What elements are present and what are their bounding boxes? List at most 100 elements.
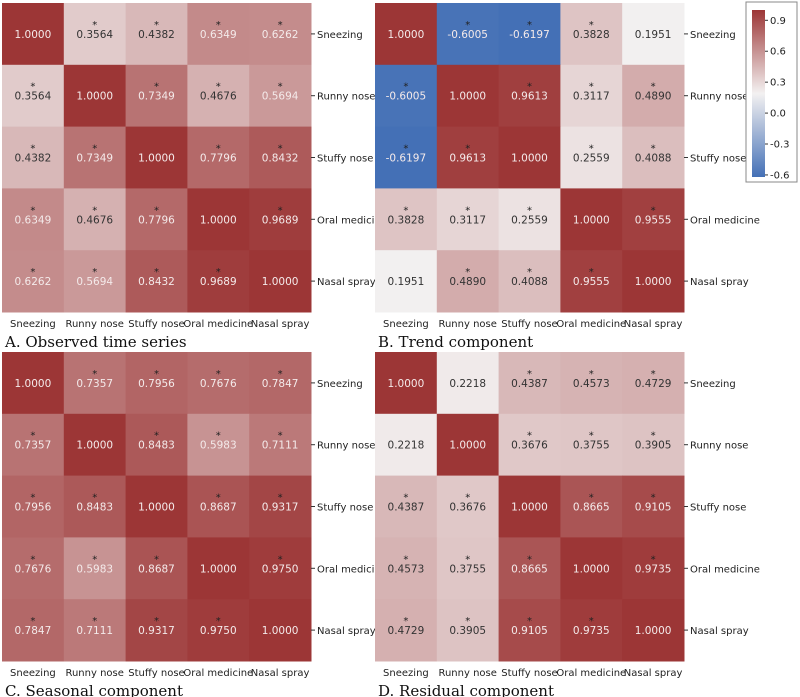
heatmap-cell xyxy=(2,250,65,313)
significance-star: * xyxy=(92,144,97,155)
cell-value: 1.0000 xyxy=(262,276,299,288)
colorbar-tick-label: 0.9 xyxy=(770,16,786,27)
heatmap-cell xyxy=(498,188,561,251)
cell-value: 0.7349 xyxy=(76,153,113,165)
significance-star: * xyxy=(589,616,594,627)
heatmap-cell xyxy=(63,352,127,415)
cell-value: 0.2559 xyxy=(511,214,548,226)
significance-star: * xyxy=(589,369,594,380)
heatmap-cell xyxy=(2,413,65,477)
cell-value: 0.8687 xyxy=(138,563,175,575)
significance-star: * xyxy=(216,616,221,627)
significance-star: * xyxy=(30,493,35,504)
heatmap-cell xyxy=(2,475,65,538)
significance-star: * xyxy=(527,82,532,93)
heatmap-cell xyxy=(63,126,127,189)
significance-star: * xyxy=(216,369,221,380)
heatmap-cell xyxy=(187,475,250,538)
cell-value: 0.6262 xyxy=(262,29,299,41)
significance-star: * xyxy=(216,431,221,442)
cell-value: 0.5694 xyxy=(76,276,113,288)
heatmap-cell xyxy=(375,250,438,313)
cell-value: 0.6349 xyxy=(15,214,52,226)
heatmap-cell xyxy=(2,352,65,415)
heatmap-cell xyxy=(63,475,127,538)
significance-star: * xyxy=(527,554,532,565)
x-tick-label: Nasal spray xyxy=(624,319,683,330)
heatmap-cell xyxy=(125,599,188,662)
significance-star: * xyxy=(651,82,656,93)
cell-value: 0.3117 xyxy=(573,91,610,103)
heatmap-cell xyxy=(249,599,312,662)
heatmap-cell xyxy=(560,126,623,189)
cell-value: 0.7111 xyxy=(76,625,113,637)
heatmap-cell xyxy=(125,475,188,538)
cell-value: 0.9105 xyxy=(635,502,672,514)
x-tick-label: Nasal spray xyxy=(251,668,310,679)
heatmap-cell xyxy=(63,250,127,313)
significance-star: * xyxy=(30,205,35,216)
y-tick-label: Runny nose xyxy=(317,441,375,452)
cell-value: 0.8665 xyxy=(573,502,610,514)
cell-value: 0.9613 xyxy=(511,91,548,103)
cell-value: 0.9735 xyxy=(573,625,610,637)
cell-value: 0.7956 xyxy=(15,502,52,514)
significance-star: * xyxy=(92,493,97,504)
heatmap-cell xyxy=(560,475,623,538)
heatmap-cell xyxy=(375,413,438,477)
heatmap-cell xyxy=(436,475,500,538)
x-tick-label: Nasal spray xyxy=(251,319,310,330)
y-tick-label: Oral medicine xyxy=(690,564,760,575)
cell-value: 0.3676 xyxy=(449,502,486,514)
x-tick-label: Sneezing xyxy=(383,319,429,330)
significance-star: * xyxy=(30,554,35,565)
cell-value: 0.4088 xyxy=(635,153,672,165)
cell-value: 0.3905 xyxy=(449,625,486,637)
significance-star: * xyxy=(651,369,656,380)
cell-value: 0.8665 xyxy=(511,563,548,575)
cell-value: 0.7956 xyxy=(138,378,175,390)
cell-value: 0.2218 xyxy=(449,378,486,390)
heatmap-cell xyxy=(125,126,188,189)
significance-star: * xyxy=(589,431,594,442)
heatmap-cell xyxy=(622,537,685,600)
cell-value: 1.0000 xyxy=(635,276,672,288)
heatmap-cell xyxy=(249,413,312,477)
heatmap-cell xyxy=(498,599,561,662)
cell-value: 1.0000 xyxy=(76,440,113,452)
significance-star: * xyxy=(403,144,408,155)
significance-star: * xyxy=(589,82,594,93)
cell-value: 0.4890 xyxy=(449,276,486,288)
heatmap-cell xyxy=(249,250,312,313)
significance-star: * xyxy=(527,431,532,442)
heatmap-cell xyxy=(249,537,312,600)
heatmap-cell xyxy=(436,126,500,189)
cell-value: 0.7847 xyxy=(262,378,299,390)
cell-value: 0.9555 xyxy=(573,276,610,288)
cell-value: 0.8687 xyxy=(200,502,237,514)
x-tick-label: Runny nose xyxy=(438,668,496,679)
heatmap-cell xyxy=(375,3,438,66)
heatmap-cell xyxy=(125,64,188,128)
heatmap-cell xyxy=(375,475,438,538)
cell-value: 0.9689 xyxy=(262,214,299,226)
cell-value: 0.3755 xyxy=(449,563,486,575)
cell-value: 0.4387 xyxy=(511,378,548,390)
y-tick-label: Runny nose xyxy=(690,441,748,452)
x-tick-label: Stuffy nose xyxy=(128,319,184,330)
x-tick-label: Runny nose xyxy=(438,319,496,330)
cell-value: 0.3905 xyxy=(635,440,672,452)
significance-star: * xyxy=(30,431,35,442)
significance-star: * xyxy=(527,267,532,278)
heatmap-cell xyxy=(375,352,438,415)
heatmap-cell xyxy=(249,64,312,128)
significance-star: * xyxy=(465,554,470,565)
significance-star: * xyxy=(278,205,283,216)
colorbar-tick-label: -0.6 xyxy=(770,170,790,181)
cell-value: 0.3676 xyxy=(511,440,548,452)
heatmap-cell xyxy=(622,599,685,662)
significance-star: * xyxy=(30,616,35,627)
x-tick-label: Stuffy nose xyxy=(501,668,557,679)
cell-value: 0.9105 xyxy=(511,625,548,637)
